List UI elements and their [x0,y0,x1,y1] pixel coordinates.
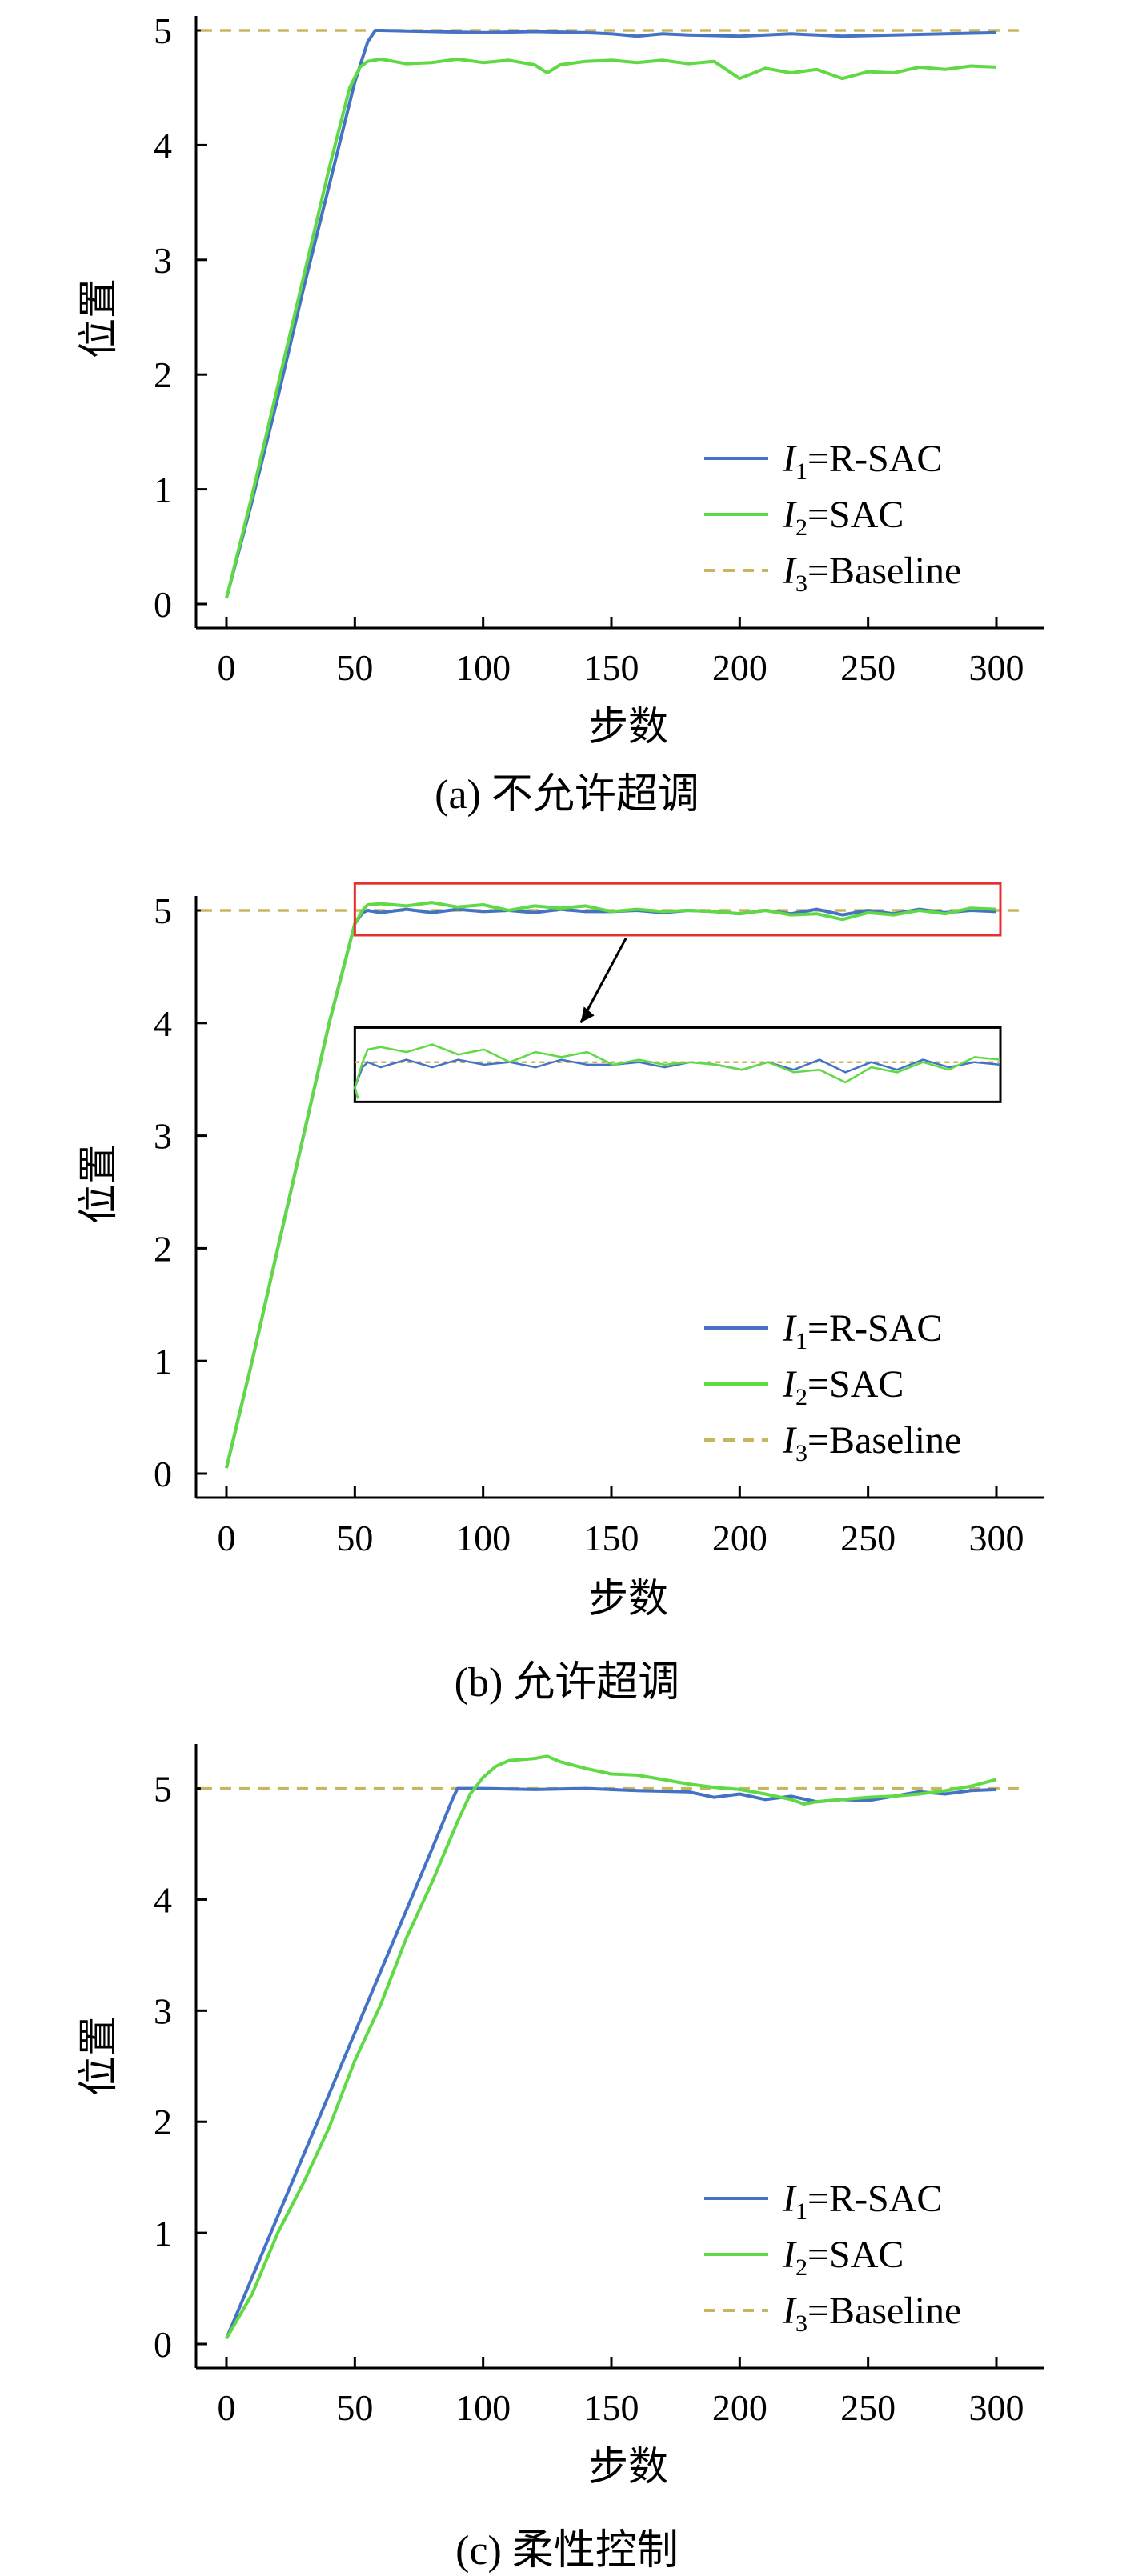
legend-label-baseline: I3=Baseline [782,2290,961,2337]
x-tick-label: 250 [840,1518,896,1558]
legend-label-sac: I2=SAC [782,2234,904,2281]
legend-label-baseline: I3=Baseline [782,550,961,597]
y-tick-label: 0 [154,584,172,625]
y-tick-label: 3 [154,1116,172,1157]
y-tick-label: 3 [154,240,172,281]
legend-label-sac: I2=SAC [782,1363,904,1410]
y-tick-label: 1 [154,1341,172,1382]
series-line-rsac [225,1786,997,2339]
x-tick-label: 200 [712,2387,767,2428]
y-tick-label: 4 [154,1003,172,1044]
y-tick-label: 5 [154,890,172,931]
y-tick-label: 2 [154,354,172,395]
x-tick-label: 200 [712,1518,767,1558]
x-tick-label: 250 [840,647,896,688]
x-tick-label: 200 [712,647,767,688]
inset-series-sac [353,1043,1001,1099]
x-tick-label: 0 [218,647,236,688]
x-axis-title: 步数 [588,1575,668,1622]
chart-panel-a: 0 1 2 3 4 5 0 50 100 150 200 250 300 步数 位置 I1=R-SAC I2=S… [0,0,1134,824]
y-tick-label: 5 [154,10,172,51]
y-tick-label: 0 [154,2324,172,2365]
x-tick-label: 300 [969,1518,1024,1558]
chart-caption-a: (a) 不允许超调 [435,772,699,818]
y-tick-label: 5 [154,1769,172,1810]
y-axis-title: 位置 [75,1144,122,1224]
y-tick-label: 2 [154,2102,172,2142]
x-tick-label: 0 [218,1518,236,1558]
legend-label-sac: I2=SAC [782,494,904,541]
x-tick-label: 0 [218,2387,236,2428]
x-tick-label: 150 [584,2387,639,2428]
chart-panel-c: 0 1 2 3 4 5 0 50 100 150 200 250 300 步数 位置 I1=R-SAC I2=S… [0,1728,1134,2574]
x-tick-label: 50 [336,2387,373,2428]
y-tick-label: 1 [154,2213,172,2254]
series-line-sac [225,901,997,1469]
chart-caption-b: (b) 允许超调 [454,1660,680,1706]
x-tick-label: 50 [336,1518,373,1558]
y-tick-label: 0 [154,1454,172,1494]
x-tick-label: 250 [840,2387,896,2428]
x-axis-title: 步数 [588,2443,668,2490]
inset-arrow [579,938,627,1024]
y-tick-label: 4 [154,125,172,166]
y-tick-label: 2 [154,1228,172,1269]
x-tick-label: 100 [455,647,511,688]
x-tick-label: 100 [455,1518,511,1558]
series-line-sac [225,1754,997,2340]
legend-label-rsac: I1=R-SAC [782,438,942,485]
series-line-rsac [225,29,997,599]
x-tick-label: 150 [584,1518,639,1558]
x-tick-label: 50 [336,647,373,688]
y-axis-title: 位置 [75,278,122,358]
y-tick-label: 4 [154,1879,172,1920]
y-tick-label: 3 [154,1990,172,2031]
x-axis-title: 步数 [588,703,668,750]
y-axis-title: 位置 [75,2016,122,2096]
legend-label-rsac: I1=R-SAC [782,1307,942,1354]
chart-panel-b: 0 1 2 3 4 5 0 50 100 150 200 250 300 步数 位置 I1=R-SAC I2=S… [0,848,1134,1706]
legend-label-rsac: I1=R-SAC [782,2178,942,2225]
x-tick-label: 100 [455,2387,511,2428]
legend-label-baseline: I3=Baseline [782,1419,961,1466]
series-line-sac [225,57,997,599]
chart-caption-c: (c) 柔性控制 [455,2528,679,2574]
x-tick-label: 300 [969,647,1024,688]
inset-source-box [353,882,1002,937]
y-tick-label: 1 [154,470,172,510]
x-tick-label: 300 [969,2387,1024,2428]
inset-arrow-head [580,1006,595,1023]
inset-series-rsac [353,1058,1001,1099]
x-tick-label: 150 [584,647,639,688]
